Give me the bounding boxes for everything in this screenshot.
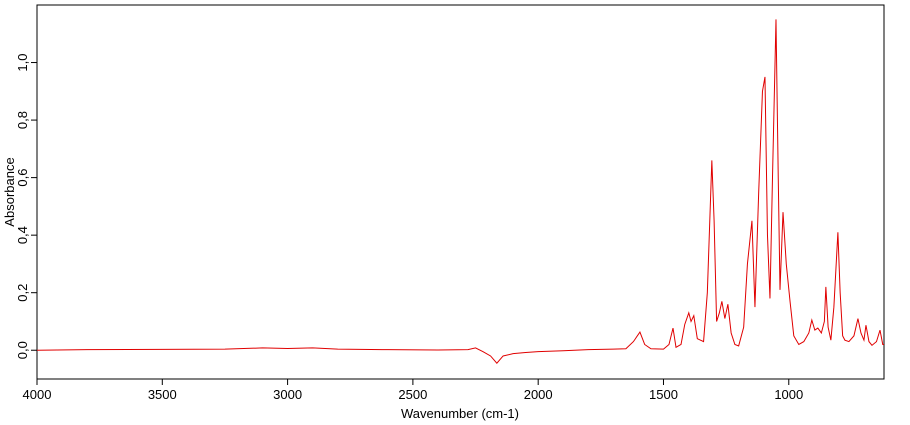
y-tick-label: 0,8 (15, 111, 30, 129)
x-tick-label: 3000 (273, 387, 302, 402)
x-tick-label: 3500 (148, 387, 177, 402)
y-tick-label: 0,0 (15, 341, 30, 359)
x-tick-label: 2500 (398, 387, 427, 402)
x-tick-label: 2000 (524, 387, 553, 402)
plot-frame (36, 4, 885, 380)
spectrum-line (36, 19, 884, 364)
y-tick-label: 0,4 (15, 226, 30, 244)
x-tick-label: 1500 (649, 387, 678, 402)
y-tick-label: 1,0 (15, 53, 30, 71)
x-tick-label: 4000 (23, 387, 52, 402)
x-tick-label: 1000 (774, 387, 803, 402)
y-tick-label: 0,2 (15, 284, 30, 302)
y-axis-label: Absorbance (2, 157, 17, 226)
y-tick-label: 0,6 (15, 169, 30, 187)
x-axis-label: Wavenumber (cm-1) (401, 406, 519, 421)
